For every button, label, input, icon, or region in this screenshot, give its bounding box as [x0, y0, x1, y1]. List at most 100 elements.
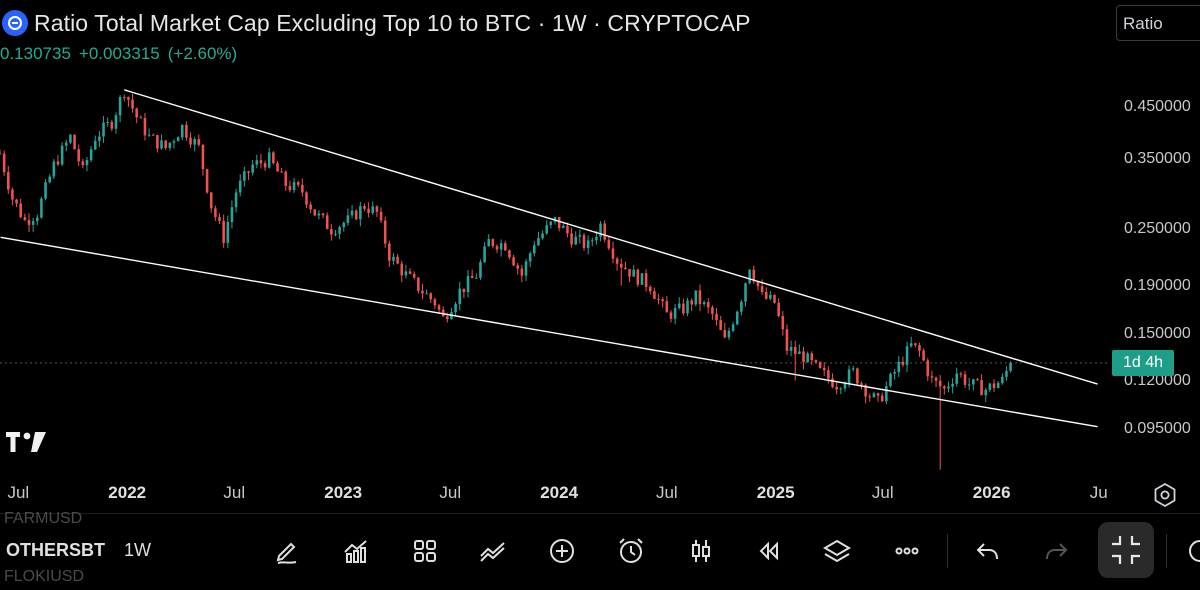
candle-down — [433, 299, 437, 306]
candle-up — [851, 368, 855, 370]
candle-up — [885, 386, 888, 402]
candle-down — [139, 117, 143, 119]
candle-down — [756, 281, 760, 287]
candle-up — [168, 142, 172, 148]
candle-down — [429, 293, 433, 300]
candle-up — [255, 160, 259, 165]
candle-up — [499, 243, 503, 250]
candle-up — [160, 140, 163, 149]
candle-up — [893, 372, 896, 374]
candle-down — [719, 320, 722, 330]
candle-down — [164, 140, 167, 148]
candle-up — [599, 223, 602, 237]
candle-down — [516, 265, 520, 269]
candle-up — [118, 97, 122, 116]
candle-up — [967, 384, 971, 386]
templates-icon[interactable] — [476, 534, 510, 568]
y-tick-label: 0.095000 — [1124, 419, 1191, 437]
chart-title-row[interactable]: Ratio Total Market Cap Excluding Top 10 … — [0, 8, 751, 38]
candle-down — [690, 300, 693, 305]
candle-up — [454, 304, 457, 313]
more-icon[interactable] — [890, 534, 924, 568]
candle-down — [615, 258, 619, 264]
indicators-icon[interactable] — [339, 534, 373, 568]
pencil-icon[interactable] — [270, 534, 304, 568]
candle-down — [214, 208, 217, 217]
chart-title: Ratio Total Market Cap Excluding Top 10 … — [34, 9, 751, 36]
candle-down — [462, 288, 466, 292]
candle-down — [400, 263, 404, 276]
y-tick-label: 0.450000 — [1124, 98, 1191, 116]
candle-down — [922, 350, 925, 361]
candle-up — [872, 393, 876, 397]
candle-down — [11, 189, 14, 200]
candle-up — [85, 160, 89, 166]
candle-down — [636, 269, 640, 285]
candle-down — [752, 269, 756, 282]
interval-button[interactable]: 1W — [124, 540, 151, 560]
candle-up — [839, 388, 843, 390]
y-tick-label: 0.150000 — [1124, 325, 1191, 343]
candle-up — [843, 383, 847, 389]
watchlist-next-symbol[interactable]: FLOKIUSD — [4, 568, 85, 585]
candle-up — [748, 269, 751, 284]
undo-icon[interactable] — [970, 534, 1004, 568]
candle-up — [458, 288, 462, 305]
plus-circle-icon[interactable] — [545, 534, 579, 568]
candle-up — [595, 236, 598, 241]
candle-down — [508, 250, 511, 258]
candle-up — [1009, 362, 1012, 371]
exit-fullscreen-icon[interactable] — [1098, 522, 1154, 578]
layers-icon[interactable] — [820, 534, 854, 568]
candle-up — [102, 122, 105, 137]
scale-mode-select[interactable]: Ratio — [1116, 5, 1200, 41]
candle-down — [669, 312, 673, 319]
candle-down — [296, 182, 300, 185]
rewind-icon[interactable] — [752, 534, 786, 568]
symbol-button[interactable]: OTHERSBT — [6, 540, 105, 560]
candle-down — [263, 163, 267, 168]
candle-up — [359, 206, 362, 220]
candle-down — [143, 117, 147, 136]
candle-down — [810, 353, 814, 361]
candle-down — [582, 235, 586, 248]
more-panel-icon[interactable] — [1182, 534, 1200, 568]
candle-up — [40, 198, 43, 218]
candle-down — [860, 383, 863, 385]
candle-up — [60, 145, 64, 165]
alarm-icon[interactable] — [614, 534, 648, 568]
candlestick-icon[interactable] — [684, 534, 718, 568]
candle-up — [545, 225, 549, 234]
candle-down — [901, 361, 905, 365]
candle-up — [44, 182, 47, 199]
candle-up — [475, 277, 478, 279]
candle-down — [938, 380, 942, 387]
price-change: +0.003315 — [78, 44, 160, 63]
candle-up — [951, 383, 954, 387]
candle-down — [715, 313, 718, 321]
candle-down — [760, 286, 764, 292]
settings-icon[interactable] — [1152, 482, 1178, 508]
candle-up — [528, 253, 532, 262]
trendline-lower-support[interactable] — [0, 236, 1098, 428]
trendlines-layer[interactable] — [0, 89, 1098, 428]
candle-down — [135, 108, 138, 118]
redo-icon[interactable] — [1040, 534, 1074, 568]
candle-up — [578, 235, 582, 237]
grid-icon[interactable] — [408, 534, 442, 568]
tradingview-logo-icon[interactable] — [4, 428, 50, 462]
candle-down — [185, 124, 188, 138]
watchlist-prev-symbol[interactable]: FARMUSD — [4, 510, 83, 527]
candle-up — [176, 137, 180, 142]
candle-down — [127, 97, 130, 100]
candle-up — [847, 369, 851, 384]
candle-up — [89, 149, 93, 161]
candle-up — [479, 262, 482, 278]
candle-up — [735, 311, 739, 325]
candle-up — [524, 261, 528, 276]
candle-down — [793, 347, 797, 355]
candle-down — [437, 305, 441, 310]
candle-up — [686, 300, 689, 314]
trendline-upper-resistance[interactable] — [124, 89, 1098, 385]
